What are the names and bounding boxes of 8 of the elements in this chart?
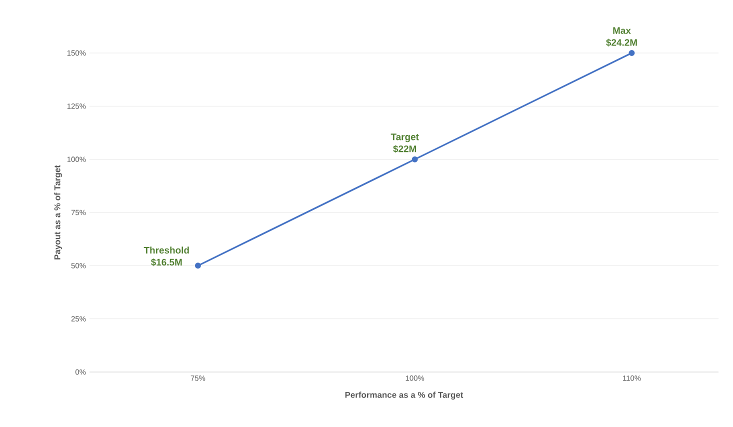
annotation: Threshold $16.5M	[144, 246, 189, 266]
annotation: Target $22M	[390, 134, 419, 153]
point	[628, 50, 635, 56]
annotation: Max $24.2M	[606, 27, 637, 46]
y-axis-title: Payout as a % of Target	[54, 165, 62, 260]
x-axis-title: Performance as a % of Target	[345, 392, 464, 400]
point	[412, 156, 418, 162]
point	[194, 262, 201, 269]
